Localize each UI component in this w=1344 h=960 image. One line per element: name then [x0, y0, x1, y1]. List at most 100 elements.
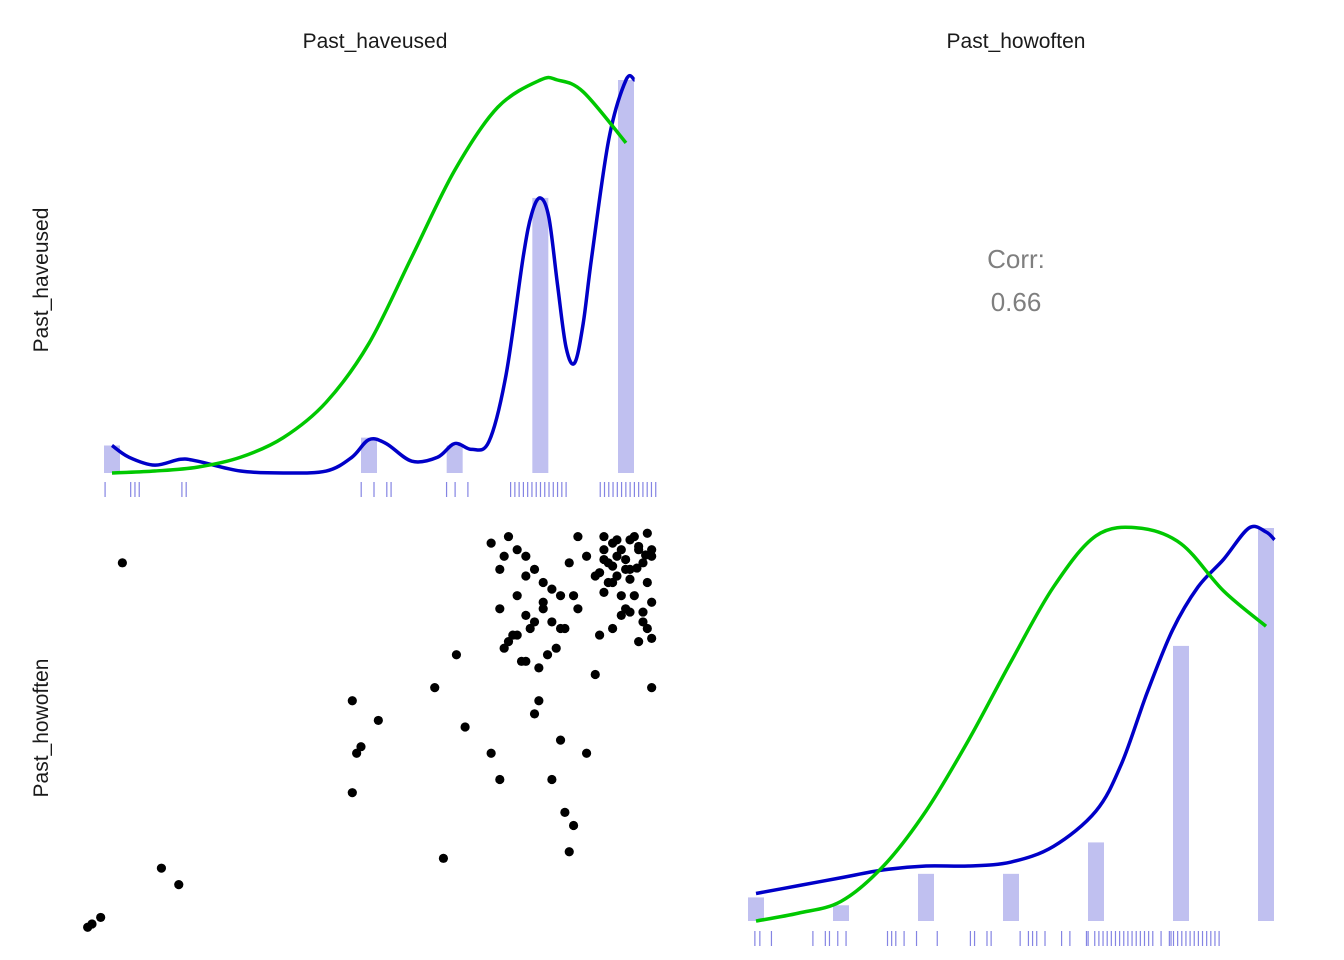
scatter-point — [564, 847, 574, 857]
scatter-point — [647, 683, 657, 693]
diagonal-panel-past-howoften — [748, 524, 1276, 946]
scatter-point — [547, 584, 557, 594]
histogram-bar — [361, 437, 377, 473]
scatter-point — [564, 558, 574, 568]
scatter-point — [534, 696, 544, 706]
scatter-point — [573, 604, 583, 614]
scatter-point — [451, 650, 462, 660]
scatter-point — [616, 610, 626, 620]
histogram-bar — [1088, 842, 1104, 921]
scatter-point — [612, 571, 622, 581]
scatter-point — [503, 531, 514, 542]
scatter-point — [499, 643, 509, 653]
scatter-point — [647, 545, 657, 555]
scatter-point — [568, 820, 579, 831]
scatter-point — [534, 663, 544, 673]
scatter-point — [599, 531, 609, 542]
scatter-point — [634, 541, 644, 552]
scatter-point — [347, 696, 357, 706]
histogram-bar — [1173, 645, 1189, 921]
scatter-point — [616, 591, 626, 601]
scatter-point — [555, 591, 566, 601]
scatter-point — [638, 607, 648, 617]
scatter-point — [603, 577, 613, 588]
scatter-point — [542, 650, 553, 660]
scatter-point — [599, 545, 609, 555]
scatter-point — [625, 574, 635, 584]
histogram-bar — [1003, 873, 1019, 921]
scatter-point — [460, 722, 470, 732]
scatter-point — [608, 561, 618, 571]
scatter-point — [647, 597, 657, 607]
scatter-point — [599, 587, 609, 597]
scatter-point — [551, 643, 561, 653]
row-label-past-howoften: Past_howoften — [30, 659, 53, 798]
scatter-point — [486, 748, 496, 758]
scatter-point — [495, 604, 505, 614]
scatter-point — [632, 563, 642, 573]
scatter-point — [117, 558, 127, 568]
scatter-point — [516, 656, 527, 666]
histogram-bar — [446, 445, 463, 473]
scatter-point — [621, 564, 631, 575]
scatter-point — [373, 715, 383, 726]
density-line — [110, 73, 636, 475]
histogram-bar — [532, 197, 549, 473]
scatter-point — [538, 577, 548, 588]
scatter-point — [352, 748, 362, 758]
scatter-point — [573, 531, 583, 542]
scatter-point — [638, 617, 648, 627]
histogram-bar — [918, 873, 934, 921]
scatter-point — [608, 623, 618, 634]
scatter-point — [612, 551, 622, 561]
histogram-bar — [618, 80, 634, 473]
normal-curve-line — [111, 75, 628, 475]
scatter-point — [616, 545, 626, 555]
scatter-point — [525, 623, 535, 634]
scatter-point — [625, 535, 635, 545]
scatter-point — [438, 853, 449, 863]
scatter-point — [642, 623, 652, 634]
scatter-point — [347, 788, 357, 798]
scatter-point — [595, 630, 605, 640]
scatter-panel — [83, 528, 657, 932]
scatter-point — [581, 748, 592, 758]
scatter-point — [612, 535, 622, 545]
scatter-point — [156, 863, 167, 873]
scatter-point — [356, 742, 366, 752]
scatter-point — [590, 669, 600, 680]
scatter-point — [547, 774, 557, 785]
scatter-point — [503, 637, 514, 647]
scatter-point — [495, 774, 505, 785]
scatter-point — [430, 683, 440, 693]
corr-label: Corr: — [987, 244, 1045, 274]
scatter-point — [529, 709, 540, 719]
scatter-point — [174, 880, 184, 890]
scatter-point — [529, 617, 540, 627]
scatter-point — [512, 545, 522, 555]
scatter-point — [486, 538, 496, 548]
scatter-point — [521, 551, 531, 561]
scatter-point — [581, 551, 592, 561]
scatter-point — [512, 630, 522, 640]
scatter-point — [512, 591, 522, 601]
scatter-point — [521, 610, 531, 620]
column-label-past-haveused: Past_haveused — [303, 30, 448, 53]
scatter-point — [595, 568, 605, 578]
row-label-past-haveused: Past_haveused — [30, 208, 53, 353]
scatter-point — [642, 577, 652, 588]
scatter-point — [568, 591, 579, 601]
scatter-point — [499, 551, 509, 561]
scatter-point — [625, 607, 635, 617]
scatter-point — [640, 550, 651, 560]
corr-value: 0.66 — [991, 287, 1042, 317]
scatter-point — [96, 912, 106, 923]
histogram-bar — [748, 897, 764, 921]
scatter-point — [599, 554, 609, 565]
histogram-bar — [104, 445, 120, 473]
scatter-point — [560, 807, 570, 817]
scatter-point — [538, 597, 548, 607]
scatter-point — [560, 623, 570, 634]
scatter-point — [647, 633, 657, 643]
histogram-bar — [833, 905, 849, 921]
